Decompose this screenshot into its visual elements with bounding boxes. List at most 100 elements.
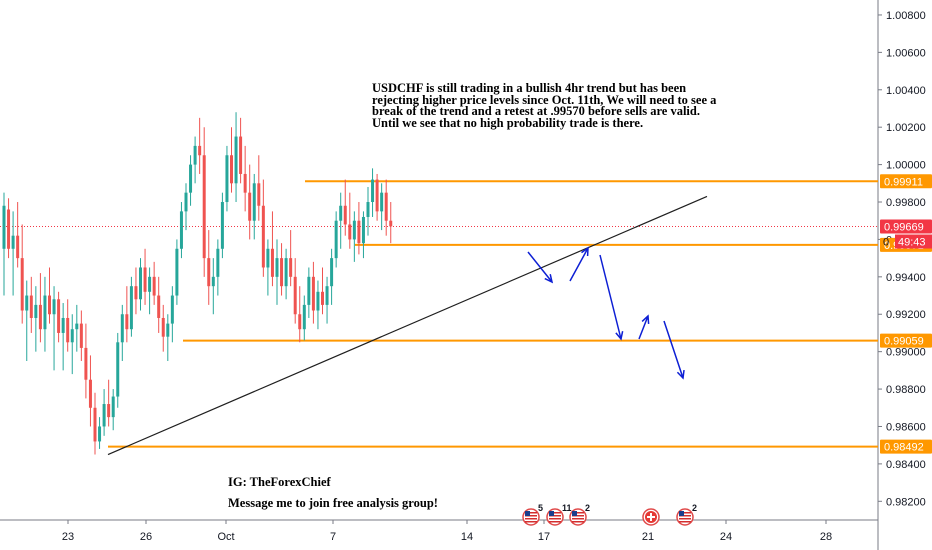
us-flag-canton [549, 511, 554, 516]
candle-body [139, 267, 142, 300]
candle-body [152, 276, 156, 296]
projection-arrowhead [615, 331, 624, 341]
us-flag-icon[interactable]: 2 [569, 503, 590, 526]
time-tick-label: 14 [461, 531, 473, 543]
us-flag-stripe [549, 518, 561, 520]
candle-body [261, 205, 265, 268]
price-tick-label: 1.00600 [886, 47, 926, 59]
candle-body [257, 183, 261, 206]
candle-body [266, 248, 270, 268]
candle-body [211, 276, 215, 287]
price-tick-label: 0.98800 [886, 384, 926, 396]
time-tick-label: 26 [140, 531, 152, 543]
level-price-label: 0.98492 [884, 442, 924, 454]
candle-body [198, 145, 202, 156]
us-flag-stripe [549, 515, 561, 517]
candle-body [179, 211, 183, 249]
countdown-label: 49:43 [898, 237, 926, 249]
price-tick-label: 0.99200 [886, 309, 926, 321]
candle-body [70, 329, 74, 343]
price-tick-label: 1.00000 [886, 160, 926, 172]
projection-arrowhead [544, 274, 554, 284]
candle-body [293, 276, 297, 315]
level-price-label-box [880, 439, 932, 454]
candle-body [189, 164, 193, 193]
candle-body [148, 276, 152, 292]
candle-body [348, 224, 352, 240]
candle-body [170, 295, 174, 324]
projection-arrow [638, 315, 649, 340]
price-tick-label: 0.99800 [886, 197, 926, 209]
price-tick-label: 1.00200 [886, 122, 926, 134]
candle-body [157, 295, 161, 318]
candle-body [230, 155, 233, 184]
time-tick-label: Oct [217, 531, 234, 543]
analysis-note-line: rejecting higher price levels since Oct.… [372, 92, 717, 107]
price-tick-label: 0.99000 [886, 347, 926, 359]
candle-body [184, 192, 188, 212]
candle-body [25, 295, 29, 311]
projection-arrow [569, 247, 589, 282]
us-flag-stripe [679, 515, 691, 517]
analysis-note-line: Until we see that no high probability tr… [372, 115, 644, 130]
time-tick-label: 28 [820, 531, 832, 543]
level-price-label: 0.99911 [884, 176, 923, 188]
event-count: 11 [562, 503, 572, 513]
candle-body [389, 220, 393, 227]
candle-body [334, 220, 338, 259]
candle-body [307, 276, 311, 305]
candle-body [98, 426, 102, 442]
candle-body [75, 323, 79, 330]
trend-line [107, 195, 708, 456]
candle-body [302, 304, 306, 330]
countdown-prefix: 0 [883, 237, 889, 249]
candle-body [66, 317, 70, 343]
us-flag-canton [525, 511, 530, 516]
us-flag-icon[interactable]: 2 [676, 503, 697, 526]
candle-body [134, 286, 138, 300]
countdown-box [895, 234, 932, 249]
candle-body [366, 202, 370, 217]
candle-body [43, 295, 47, 330]
candle-body [239, 136, 243, 174]
candle-body [125, 314, 129, 330]
candle-body [298, 314, 302, 330]
candle-body [380, 192, 384, 212]
us-flag-icon[interactable]: 11 [546, 503, 572, 526]
us-flag-stripe [525, 515, 537, 517]
candle-body [11, 235, 15, 249]
candle-body [193, 145, 197, 165]
candle-body [384, 192, 388, 221]
candle-body [280, 258, 284, 287]
candle-body [7, 209, 11, 249]
us-flag-stripe [572, 518, 584, 520]
level-price-label-box [880, 333, 932, 348]
swiss-flag-icon[interactable] [642, 508, 660, 526]
candle-body [220, 202, 224, 249]
candle-body [361, 216, 365, 244]
candle-body [202, 155, 206, 259]
event-count: 2 [585, 503, 590, 513]
time-tick-label: 24 [720, 531, 732, 543]
projection-arrowhead [676, 369, 685, 380]
candle-body [375, 179, 379, 212]
candle-body [120, 314, 124, 343]
candle-body [216, 248, 220, 277]
candle-body [38, 304, 42, 330]
price-tick-label: 1.00400 [886, 85, 926, 97]
price-tick-label: 1.00800 [886, 10, 926, 22]
candle-body [166, 323, 170, 337]
us-flag-icon[interactable]: 5 [522, 503, 543, 526]
candle-body [352, 220, 356, 240]
time-tick-label: 23 [62, 531, 74, 543]
us-flag-canton [572, 511, 577, 516]
candle-body [275, 258, 279, 277]
us-flag-canton [679, 511, 684, 516]
projection-arrowhead [581, 246, 589, 257]
us-flag-stripe [572, 512, 584, 514]
us-flag-stripe [549, 512, 561, 514]
analysis-note-line: USDCHF is still trading in a bullish 4hr… [372, 81, 687, 95]
candle-body [284, 258, 288, 287]
